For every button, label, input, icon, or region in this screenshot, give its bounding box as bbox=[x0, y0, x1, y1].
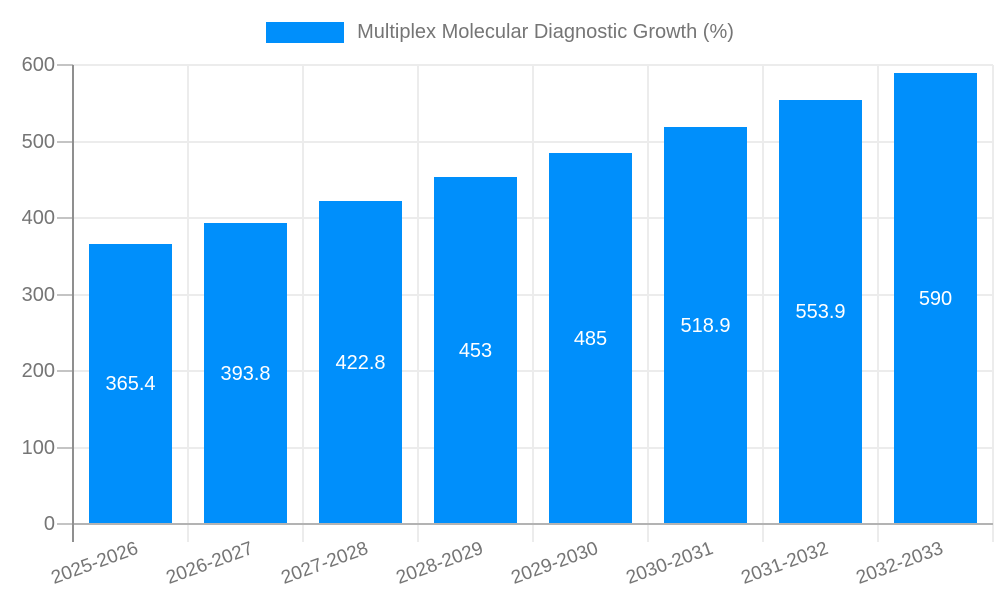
y-axis-tick bbox=[57, 447, 73, 449]
x-axis-label: 2026-2027 bbox=[163, 538, 257, 589]
bar-value-label: 453 bbox=[458, 340, 493, 362]
y-axis-label: 600 bbox=[21, 54, 55, 76]
x-axis-label: 2027-2028 bbox=[278, 538, 372, 589]
bar[interactable] bbox=[319, 201, 402, 524]
y-axis-label: 400 bbox=[21, 207, 55, 229]
x-axis-tick bbox=[302, 524, 304, 542]
x-axis-tick bbox=[762, 524, 764, 542]
y-axis-tick bbox=[57, 294, 73, 296]
legend[interactable]: Multiplex Molecular Diagnostic Growth (%… bbox=[0, 14, 1000, 50]
bar-value-label: 365.4 bbox=[105, 373, 156, 395]
x-axis-tick bbox=[992, 524, 994, 542]
y-axis-tick bbox=[57, 141, 73, 143]
x-axis-label: 2032-2033 bbox=[853, 538, 947, 589]
x-gridline bbox=[302, 65, 304, 524]
x-axis-tick bbox=[877, 524, 879, 542]
bar-value-label: 393.8 bbox=[220, 363, 271, 385]
x-axis-label: 2029-2030 bbox=[508, 538, 602, 589]
x-axis-label: 2025-2026 bbox=[48, 538, 142, 589]
bar[interactable] bbox=[434, 177, 517, 524]
bar[interactable] bbox=[549, 153, 632, 524]
y-axis-label: 500 bbox=[21, 131, 55, 153]
x-gridline bbox=[647, 65, 649, 524]
legend-label: Multiplex Molecular Diagnostic Growth (%… bbox=[357, 20, 734, 43]
bar-value-label: 518.9 bbox=[680, 315, 731, 337]
bar-value-label: 485 bbox=[573, 328, 608, 350]
y-axis-label: 0 bbox=[43, 513, 55, 535]
bar-value-label: 422.8 bbox=[335, 352, 386, 374]
y-axis-tick bbox=[57, 370, 73, 372]
x-gridline bbox=[532, 65, 534, 524]
y-axis-label: 200 bbox=[21, 360, 55, 382]
bar[interactable] bbox=[204, 223, 287, 524]
x-gridline bbox=[187, 65, 189, 524]
x-axis-tick bbox=[532, 524, 534, 542]
legend-swatch bbox=[266, 21, 345, 43]
bar[interactable] bbox=[89, 244, 172, 524]
bar[interactable] bbox=[664, 127, 747, 524]
bar[interactable] bbox=[779, 100, 862, 524]
y-axis-tick bbox=[57, 64, 73, 66]
x-axis-label: 2031-2032 bbox=[738, 538, 832, 589]
y-axis-tick bbox=[57, 523, 73, 525]
bar-value-label: 553.9 bbox=[795, 301, 846, 323]
x-axis-tick bbox=[647, 524, 649, 542]
y-axis-label: 300 bbox=[21, 284, 55, 306]
x-axis-line bbox=[72, 523, 993, 525]
x-axis-tick bbox=[187, 524, 189, 542]
y-axis-tick bbox=[57, 217, 73, 219]
x-gridline bbox=[992, 65, 994, 524]
y-axis-line bbox=[72, 65, 74, 542]
x-axis-label: 2028-2029 bbox=[393, 538, 487, 589]
y-axis-label: 100 bbox=[21, 437, 55, 459]
bar[interactable] bbox=[894, 73, 977, 524]
x-gridline bbox=[762, 65, 764, 524]
x-axis-label: 2030-2031 bbox=[623, 538, 717, 589]
x-gridline bbox=[417, 65, 419, 524]
bar-value-label: 590 bbox=[918, 288, 953, 310]
x-axis-tick bbox=[417, 524, 419, 542]
x-gridline bbox=[877, 65, 879, 524]
